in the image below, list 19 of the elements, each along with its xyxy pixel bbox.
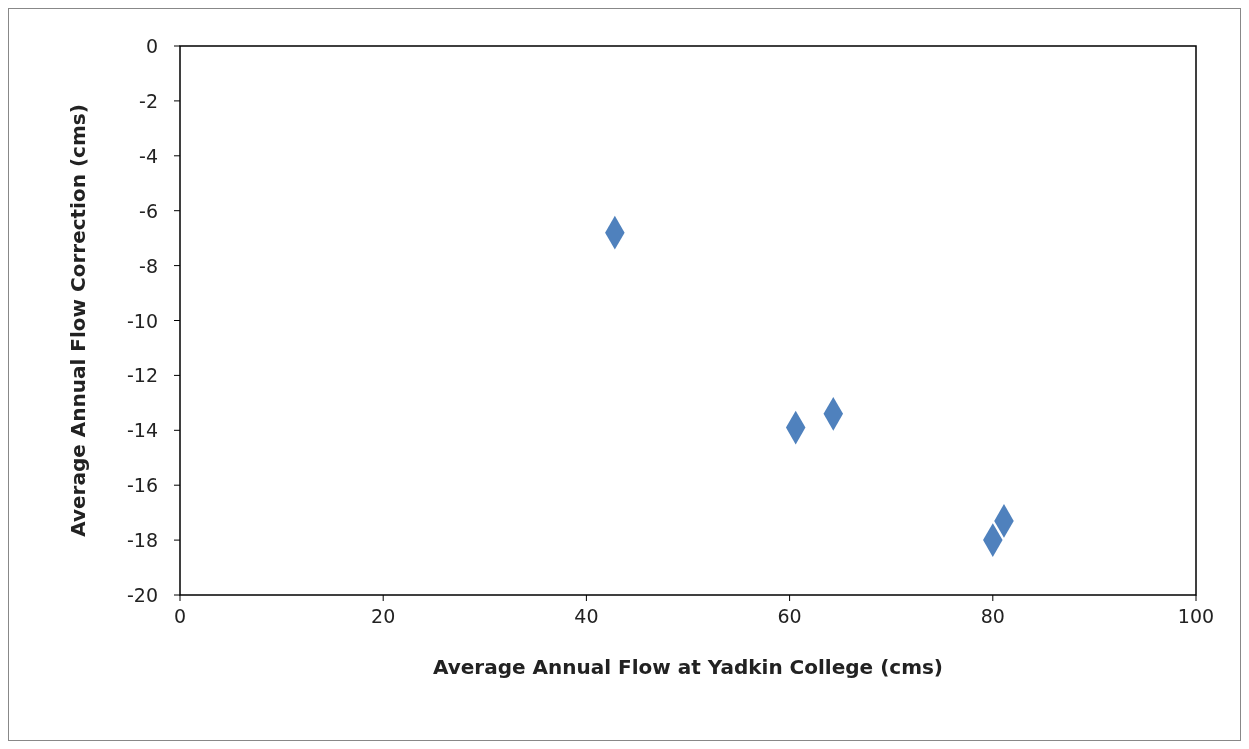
y-tick-label: 0 [145, 35, 158, 57]
y-tick-label: -16 [126, 474, 158, 497]
y-tick-label: -20 [126, 584, 158, 606]
x-axis-title: Average Annual Flow at Yadkin College (cms) [432, 655, 944, 679]
x-tick-label: 100 [1177, 605, 1215, 627]
y-tick-label: -4 [139, 144, 158, 167]
y-tick-label: -2 [139, 89, 158, 112]
x-tick-label: 60 [777, 605, 802, 627]
x-tick-label: 40 [574, 605, 599, 627]
y-tick-label: -6 [139, 199, 158, 222]
y-tick-label: -18 [126, 529, 158, 552]
x-tick-label: 20 [371, 605, 396, 627]
x-tick-label: 80 [980, 605, 1005, 627]
x-tick-label: 0 [173, 605, 187, 627]
y-tick-label: -14 [126, 419, 158, 442]
y-axis-title: Average Annual Flow Correction (cms) [66, 104, 90, 537]
y-tick-label: -8 [139, 254, 158, 277]
y-tick-label: -10 [126, 309, 158, 332]
y-tick-label: -12 [126, 364, 158, 387]
